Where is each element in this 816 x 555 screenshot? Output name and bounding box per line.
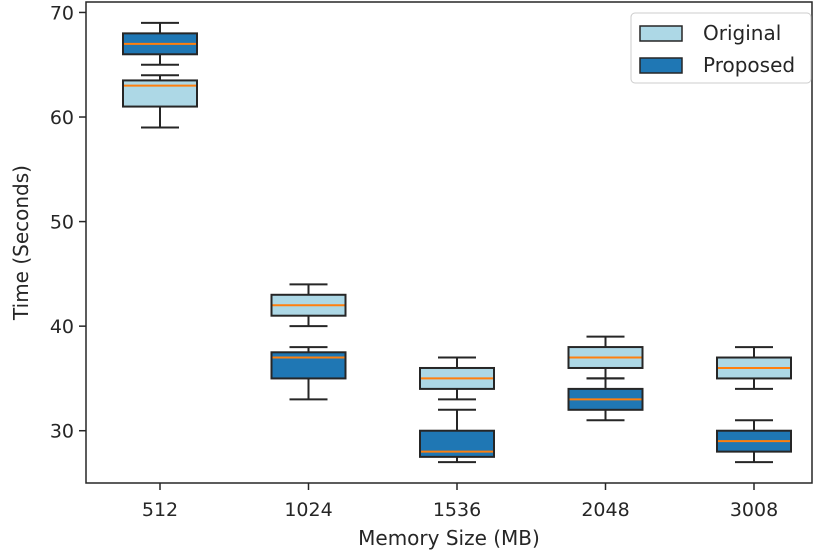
y-tick-label: 30 [50, 421, 74, 443]
x-tick-label: 1024 [284, 499, 332, 521]
box-proposed-512 [122, 21, 198, 66]
legend-swatch-proposed [639, 57, 683, 74]
y-axis-label: Time (Seconds) [9, 165, 33, 321]
box-original-1536 [419, 356, 495, 401]
axes: 30 40 50 60 70 512 1024 1536 2048 3008 [50, 1, 813, 521]
iqr-box [122, 79, 198, 108]
y-tick-label: 40 [50, 316, 74, 338]
plot-frame [85, 1, 813, 484]
x-axis-label: Memory Size (MB) [358, 526, 540, 550]
x-tick-label: 2048 [581, 499, 629, 521]
legend-label-proposed: Proposed [703, 53, 795, 77]
box-proposed-3008 [716, 419, 792, 464]
y-tick-label: 70 [50, 2, 74, 24]
x-tick-label: 512 [142, 499, 178, 521]
legend-swatch-original [639, 25, 683, 42]
box-proposed-1024 [270, 346, 347, 401]
y-tick-label: 50 [50, 212, 74, 234]
box-groups [122, 21, 792, 464]
box-original-3008 [716, 346, 792, 390]
y-tick-label: 60 [50, 107, 74, 129]
x-tick-label: 1536 [433, 499, 481, 521]
box-original-1024 [270, 283, 347, 328]
box-original-512 [122, 74, 198, 129]
iqr-box [419, 429, 495, 458]
legend-label-original: Original [703, 21, 781, 45]
box-proposed-1536 [419, 408, 495, 464]
legend: Original Proposed [630, 12, 812, 84]
x-tick-label: 3008 [730, 499, 778, 521]
iqr-box [270, 351, 347, 380]
box-original-2048 [567, 335, 644, 380]
box-proposed-2048 [567, 377, 644, 422]
